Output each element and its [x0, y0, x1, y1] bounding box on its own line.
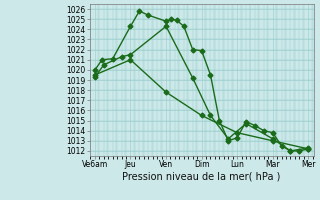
X-axis label: Pression niveau de la mer( hPa ): Pression niveau de la mer( hPa ): [123, 172, 281, 182]
